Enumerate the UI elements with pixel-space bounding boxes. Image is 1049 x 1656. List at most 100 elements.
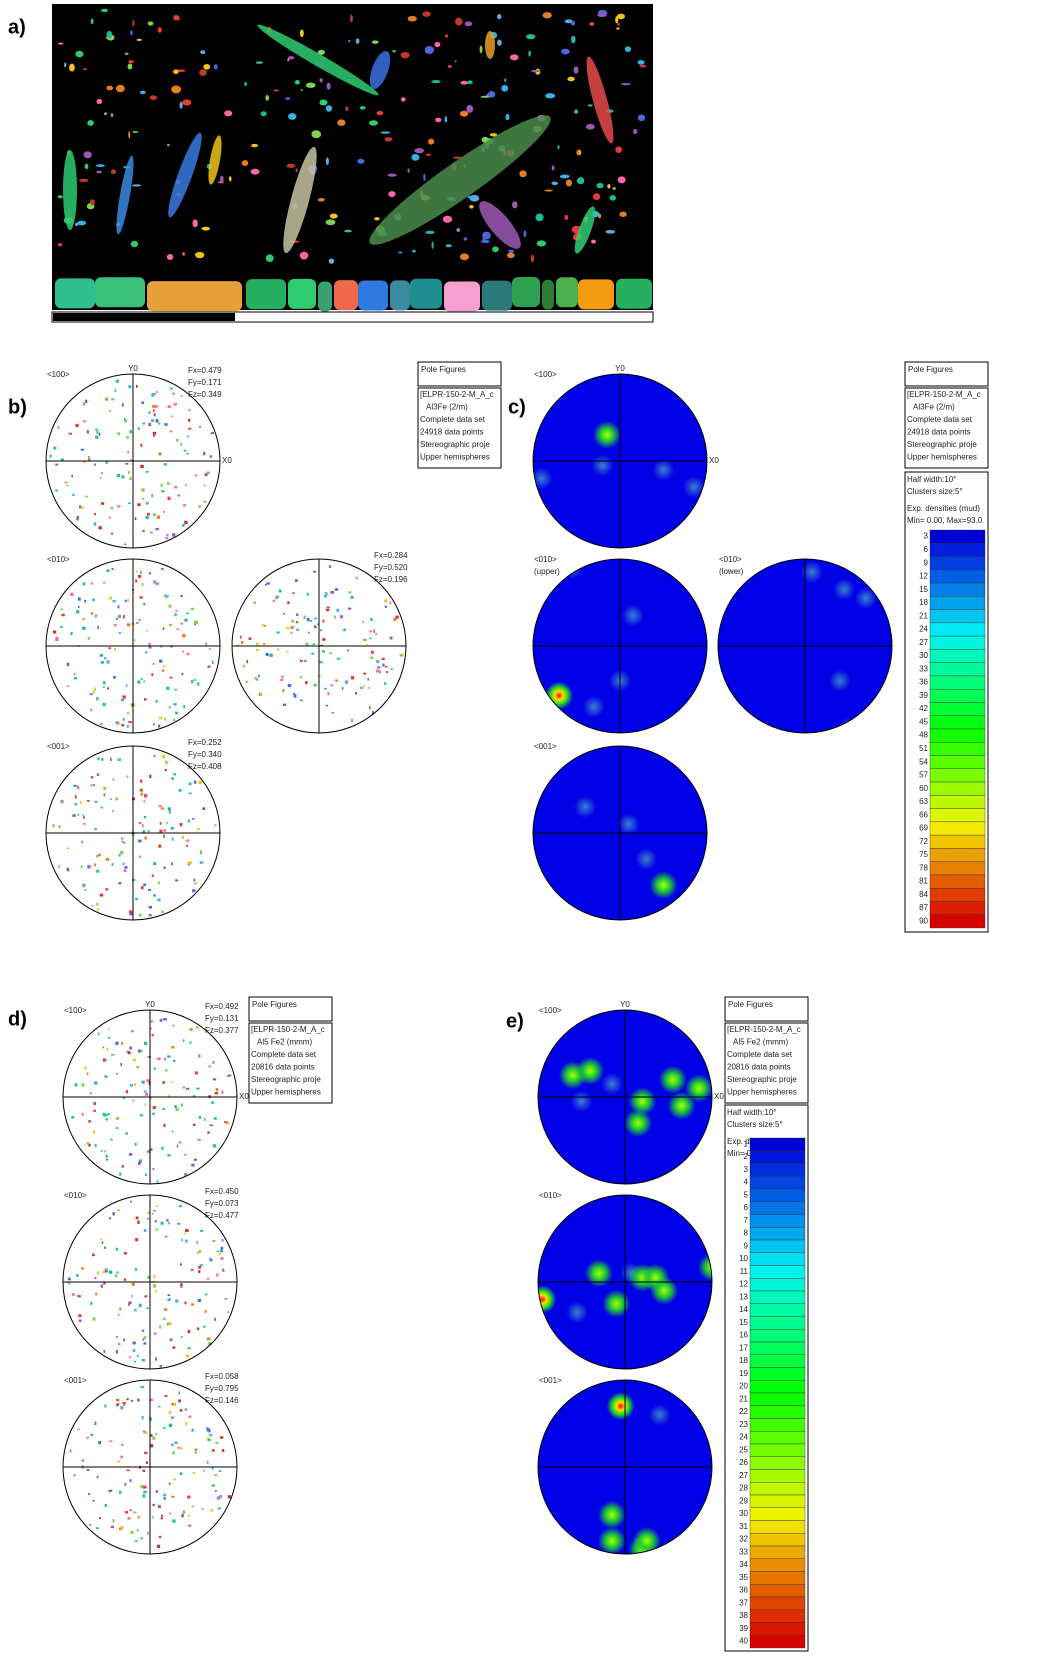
grain: [369, 51, 391, 89]
pole-point: [360, 686, 363, 689]
density-spot: [667, 1091, 696, 1120]
colorbar-label: 45: [919, 717, 928, 726]
colorbar-cell: [749, 1137, 806, 1151]
grain: [454, 17, 463, 26]
pole-point: [70, 631, 73, 636]
pole-point: [155, 1228, 158, 1231]
colorbar-cell: [749, 1176, 806, 1190]
pole-point: [215, 1490, 217, 1492]
colorbar-cell: [929, 848, 986, 862]
pole-point: [209, 1434, 213, 1437]
grain: [523, 230, 527, 238]
pole-point: [312, 643, 316, 646]
pole-point: [143, 603, 146, 606]
axis-label: X0: [222, 456, 232, 465]
pole-point: [112, 778, 115, 781]
colorbar-label: 13: [739, 1292, 748, 1301]
pole-point: [299, 676, 302, 679]
grain: [319, 99, 328, 106]
pole-point: [326, 606, 330, 609]
pole-point: [127, 1517, 131, 1520]
colorbar-label: 24: [919, 625, 928, 634]
pole-point: [182, 633, 186, 638]
info-line: 24918 data points: [420, 428, 484, 437]
pole-point: [137, 1398, 140, 1402]
pole-point: [159, 829, 163, 834]
pole-point: [94, 1421, 97, 1426]
pole-point: [81, 1459, 84, 1462]
panel-label: b): [8, 396, 27, 418]
grain: [596, 182, 604, 189]
grain: [220, 175, 224, 184]
pole-point: [196, 1241, 198, 1244]
pole-point: [304, 659, 307, 663]
grain: [536, 240, 547, 247]
pole-point: [122, 717, 125, 721]
pole-point: [148, 422, 152, 427]
pole-point: [135, 897, 139, 901]
pole-point: [122, 615, 125, 619]
grain: [149, 95, 158, 100]
pole-point: [153, 1332, 157, 1335]
pole-point: [198, 780, 202, 785]
pole-point: [340, 615, 343, 619]
colorbar-label: 18: [919, 598, 928, 607]
pole-point: [313, 683, 317, 687]
pole-point: [105, 1117, 108, 1121]
pole-point: [61, 613, 65, 617]
pole-point: [155, 1357, 158, 1361]
pole-point: [135, 621, 139, 624]
pole-point: [115, 1041, 119, 1045]
pole-point: [292, 592, 295, 594]
density-spot: [635, 848, 658, 871]
pole-point: [117, 1460, 121, 1463]
grain: [512, 201, 518, 209]
pole-point: [120, 1455, 123, 1459]
pole-point: [116, 1403, 118, 1407]
grain: [519, 170, 527, 178]
pole-point: [321, 650, 325, 653]
grain: [480, 239, 490, 244]
grain: [265, 94, 270, 101]
colorbar-label: 40: [739, 1637, 748, 1646]
grain: [398, 251, 403, 254]
pole-point: [148, 646, 152, 649]
pole-point: [87, 1493, 91, 1495]
pole-point: [131, 1030, 134, 1033]
pole-point: [86, 1436, 90, 1439]
pole-point: [204, 1293, 208, 1296]
colorbar-cell: [929, 662, 986, 677]
density-spot: [800, 561, 823, 584]
pole-point: [167, 1055, 171, 1058]
pole-point: [225, 1121, 228, 1124]
pole-point: [171, 862, 173, 866]
pole-point: [139, 1114, 144, 1117]
pole-point: [163, 866, 166, 869]
info-header-box: [904, 361, 989, 387]
density-spot: [576, 1056, 605, 1085]
pole-point: [389, 601, 392, 605]
pole-point: [171, 1443, 174, 1447]
grain: [444, 281, 480, 312]
pole-point: [355, 576, 358, 580]
pole-point: [147, 1531, 149, 1535]
pole-point: [94, 1277, 97, 1279]
colorbar-label: 17: [739, 1343, 748, 1352]
texture-factor: Fx=0.492: [205, 1002, 239, 1011]
pole-point: [178, 1141, 182, 1144]
density-spot: [538, 1285, 557, 1314]
pole-point: [82, 582, 86, 586]
pole-point: [293, 692, 296, 695]
pole-point: [185, 612, 190, 615]
colorbar-label: 36: [739, 1586, 748, 1595]
density-spot: [584, 1259, 613, 1288]
pole-point: [119, 1307, 122, 1311]
pole-point: [149, 774, 152, 779]
pole-point: [264, 583, 268, 586]
colorbar-cell: [749, 1431, 806, 1445]
pole-point: [121, 1443, 124, 1446]
pole-point: [73, 784, 77, 788]
pole-point: [166, 1219, 169, 1222]
pole-point: [87, 799, 90, 802]
pole-point: [206, 1277, 210, 1280]
